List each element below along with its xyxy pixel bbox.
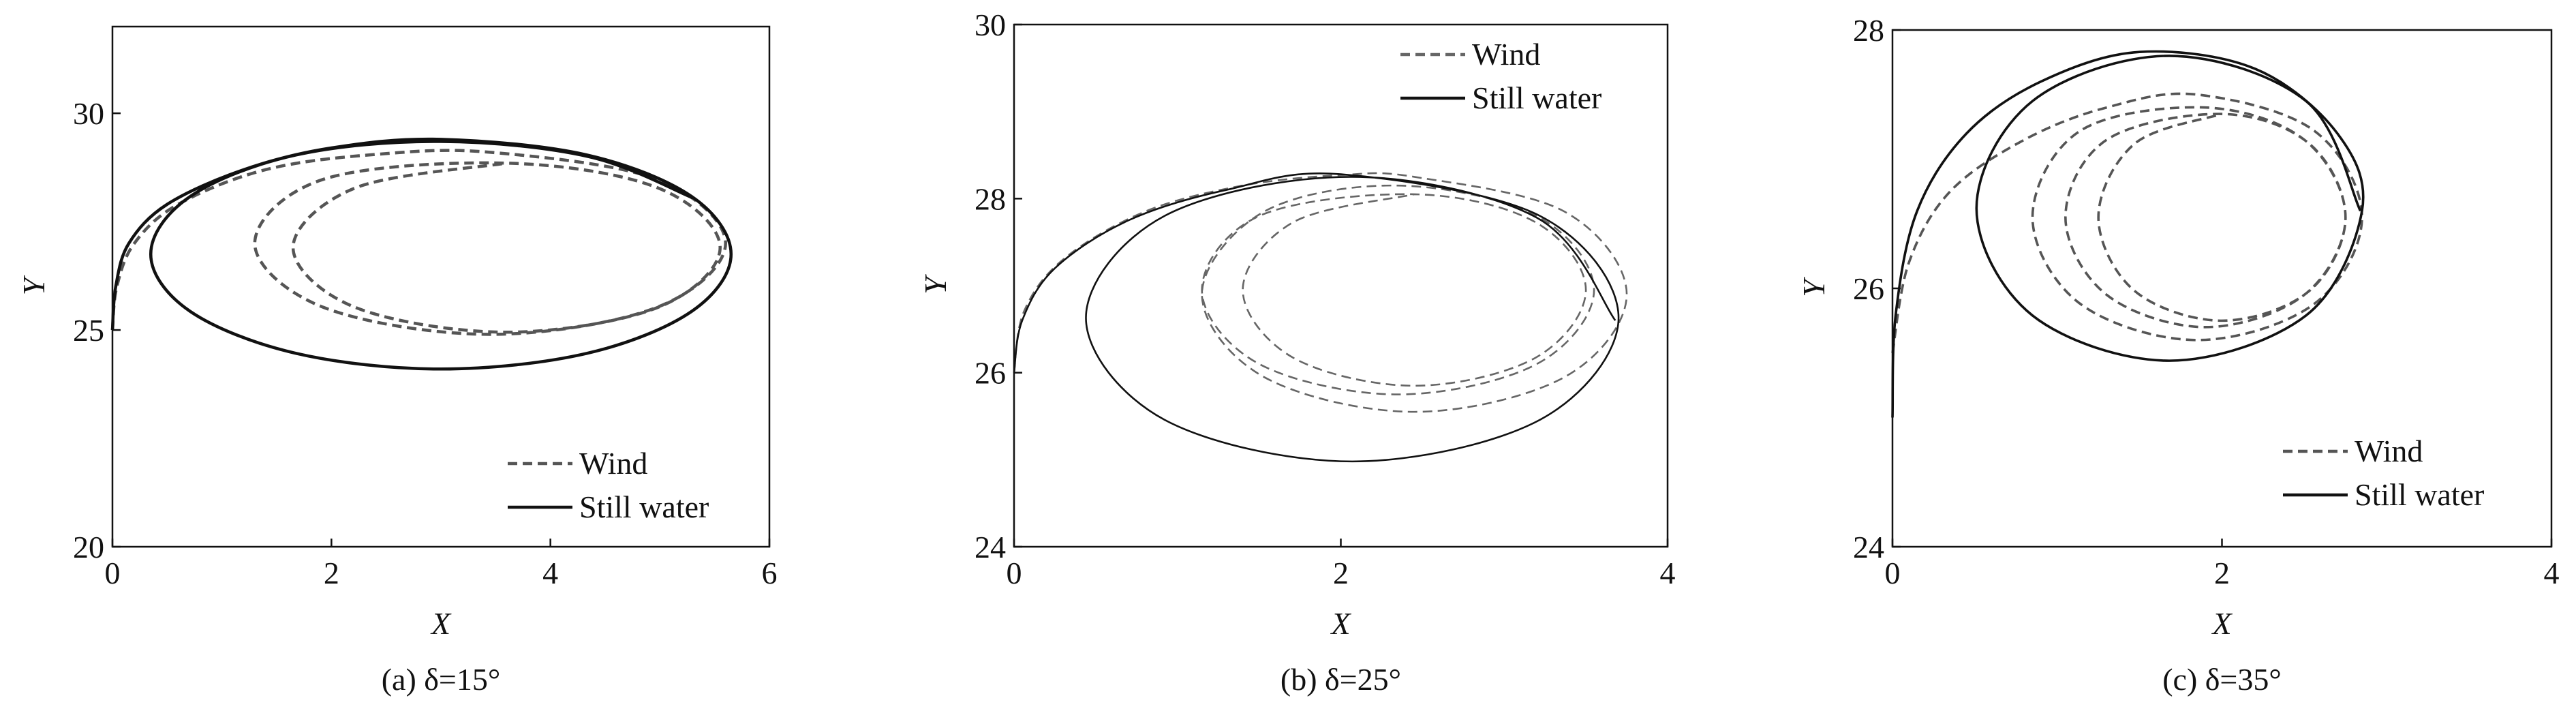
y-tick-label: 26 xyxy=(975,356,1006,391)
x-tick-label: 2 xyxy=(2214,556,2230,590)
y-tick-label: 26 xyxy=(1853,271,1884,306)
y-tick-label: 30 xyxy=(975,7,1006,42)
x-axis-label: X xyxy=(2211,606,2233,641)
trajectory xyxy=(1891,92,2363,354)
x-axis-label: X xyxy=(1330,606,1351,641)
x-tick-label: 2 xyxy=(324,556,339,590)
legend-label: Still water xyxy=(1472,80,1601,115)
y-tick-label: 28 xyxy=(975,181,1006,216)
plot-frame xyxy=(1891,29,2553,548)
y-tick-label: 25 xyxy=(73,313,104,348)
x-tick-label: 2 xyxy=(1333,556,1349,590)
legend-label: Wind xyxy=(1472,37,1540,72)
y-tick-label: 30 xyxy=(73,96,104,131)
legend-label: Still water xyxy=(579,489,709,524)
x-tick-label: 4 xyxy=(1660,556,1676,590)
caption: (c) δ=35° xyxy=(2162,662,2282,697)
x-tick-label: 4 xyxy=(542,556,558,590)
legend-label: Wind xyxy=(579,446,647,481)
trajectory xyxy=(1013,172,1628,413)
caption: (a) δ=15° xyxy=(382,662,501,697)
x-tick-label: 6 xyxy=(762,556,778,590)
panel: 0 2 4 6 20 25 30 X Y (a) δ=15° Wind Still water xyxy=(16,25,778,697)
x-tick-label: 0 xyxy=(1007,556,1022,590)
y-tick-label: 28 xyxy=(1853,13,1884,48)
trajectory xyxy=(1013,172,1620,463)
legend-label: Still water xyxy=(2355,477,2484,512)
x-tick-label: 0 xyxy=(105,556,121,590)
y-axis-label: Y xyxy=(1796,277,1831,297)
y-tick-label: 24 xyxy=(975,530,1006,564)
x-tick-label: 0 xyxy=(1885,556,1901,590)
legend-label: Wind xyxy=(2355,434,2423,468)
y-axis-label: Y xyxy=(918,274,953,295)
plot-frame xyxy=(111,25,771,548)
y-tick-label: 24 xyxy=(1853,530,1884,564)
caption: (b) δ=25° xyxy=(1281,662,1401,697)
trajectory xyxy=(1891,50,2365,418)
x-axis-label: X xyxy=(430,606,452,641)
trajectory xyxy=(110,137,733,371)
y-axis-label: Y xyxy=(16,275,51,295)
trajectory xyxy=(110,149,727,336)
y-tick-label: 20 xyxy=(73,530,104,564)
x-tick-label: 4 xyxy=(2544,556,2560,590)
